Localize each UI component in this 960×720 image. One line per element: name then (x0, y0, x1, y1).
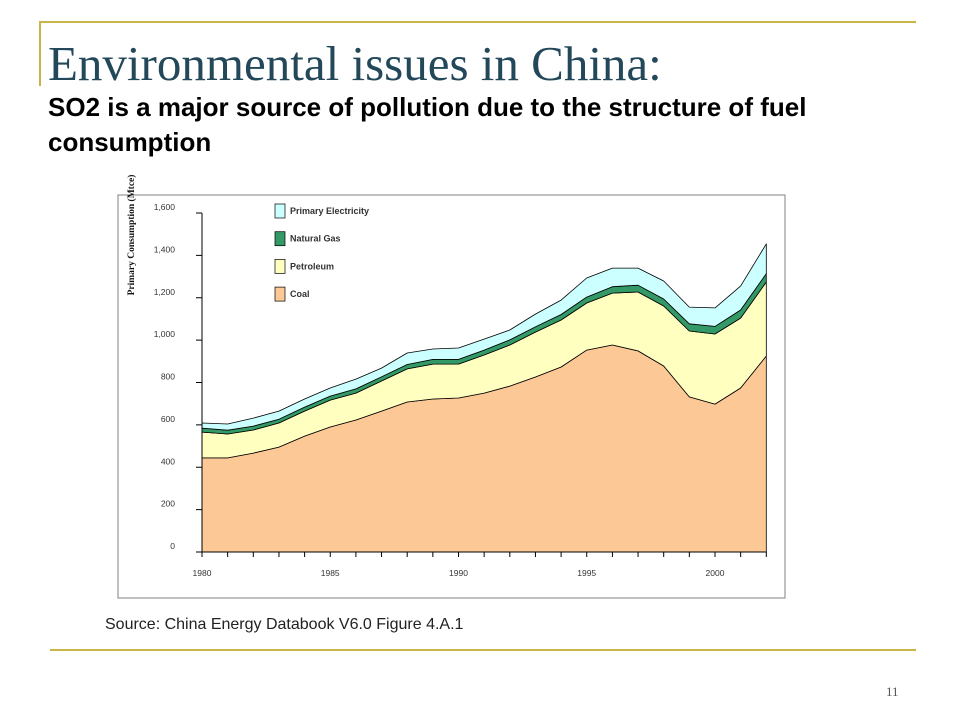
y-tick-label: 1,200 (154, 287, 176, 297)
slide-subtitle: SO2 is a major source of pollution due t… (48, 92, 807, 157)
plot-area (201, 243, 767, 553)
x-tick-label: 1980 (193, 568, 212, 578)
y-tick-label: 0 (170, 541, 175, 551)
legend-swatch-primary-electricity (274, 203, 286, 219)
page-number: 11 (886, 684, 899, 699)
x-tick-label: 2000 (706, 568, 725, 578)
x-tick-label: 1995 (577, 568, 596, 578)
slide-title: Environmental issues in China: (48, 36, 662, 91)
legend-label-petroleum: Petroleum (290, 261, 334, 271)
y-tick-label: 1,600 (154, 202, 176, 212)
legend-label-natural-gas: Natural Gas (290, 234, 341, 244)
y-axis-title: Primary Consumption (Mtce) (126, 175, 137, 296)
legend-swatch-coal (274, 286, 286, 302)
y-tick-label: 1,400 (154, 244, 176, 254)
axes: 0 200 400 600 800 1,000 1,200 1,400 1,600 1980 198… (154, 202, 767, 578)
source-note: Source: China Energy Databook V6.0 Figur… (105, 616, 464, 633)
y-tick-label: 200 (161, 499, 175, 509)
y-tick-label: 1,000 (154, 329, 176, 339)
x-tick-label: 1990 (449, 568, 468, 578)
legend-swatch-petroleum (274, 259, 286, 274)
energy-consumption-chart: 0 200 400 600 800 1,000 1,200 1,400 1,600 1980 198… (117, 175, 786, 599)
legend-label-coal: Coal (290, 289, 310, 299)
bottom-rule (50, 649, 916, 651)
legend-swatch-natural-gas (274, 231, 286, 247)
y-tick-label: 600 (161, 414, 175, 424)
top-rule (40, 21, 916, 23)
x-tick-label: 1985 (321, 568, 340, 578)
legend-label-primary-electricity: Primary Electricity (290, 206, 369, 216)
legend: Primary Electricity Natural Gas Petroleum C… (274, 203, 369, 302)
y-tick-label: 800 (161, 372, 175, 382)
area-primary-electricity (201, 243, 767, 431)
y-tick-label: 400 (161, 456, 175, 466)
left-rule (39, 21, 41, 86)
